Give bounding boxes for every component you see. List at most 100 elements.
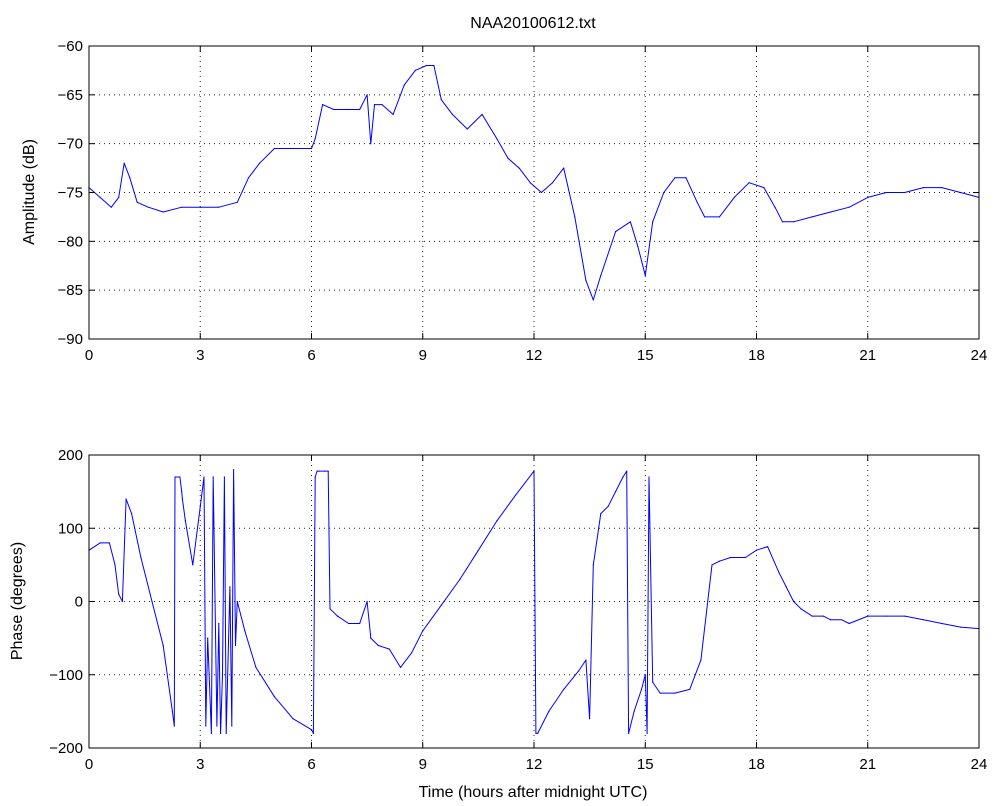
phase-x-tick-label: 12 [526, 756, 543, 773]
amplitude-data-point [218, 206, 220, 208]
phase-data-point [626, 470, 628, 472]
phase-y-tick-label: 200 [58, 447, 83, 464]
amplitude-data-point [848, 206, 850, 208]
phase-x-tick-label: 24 [971, 756, 988, 773]
phase-data-point [904, 615, 906, 617]
phase-data-point [848, 622, 850, 625]
amplitude-data-point [403, 84, 405, 86]
amplitude-data-point [481, 113, 483, 115]
phase-data-point [537, 732, 539, 735]
phase-data-point [314, 476, 316, 478]
phase-data-point [800, 608, 802, 610]
amplitude-y-tick-label: −70 [58, 136, 83, 153]
phase-data-point [744, 556, 747, 559]
phase-data-point [174, 476, 176, 478]
phase-data-point [181, 498, 183, 500]
phase-data-point [121, 600, 123, 603]
amplitude-data-point [652, 221, 654, 223]
amplitude-data-point [600, 274, 602, 277]
phase-x-tick-label: 18 [748, 756, 765, 773]
phase-data-point [422, 630, 424, 632]
phase-data-point [959, 626, 962, 628]
amplitude-data-point [830, 211, 832, 213]
amplitude-data-point [466, 128, 468, 130]
phase-data-point [171, 710, 173, 713]
amplitude-data-point [392, 113, 394, 115]
amplitude-data-point [529, 182, 531, 184]
phase-data-point [941, 622, 943, 625]
phase-data-point [318, 470, 320, 472]
time-x-axis-label: Time (hours after midnight UTC) [419, 784, 648, 801]
phase-data-point [646, 732, 648, 735]
amplitude-x-tick-label: 18 [748, 347, 765, 364]
amplitude-data-point [162, 211, 164, 213]
amplitude-x-tick-label: 24 [971, 347, 988, 364]
amplitude-data-point [781, 221, 784, 223]
phase-data-point [233, 469, 235, 471]
amplitude-x-tick-label: 0 [85, 347, 93, 364]
amplitude-data-point [292, 147, 294, 150]
amplitude-data-point [704, 216, 706, 218]
amplitude-data-point [941, 187, 943, 189]
phase-data-point [922, 619, 925, 621]
chart-title: NAA20100612.txt [470, 15, 596, 32]
phase-data-point [162, 644, 164, 647]
amplitude-data-point [904, 191, 906, 194]
phase-data-point [173, 725, 175, 727]
phase-data-point [885, 615, 887, 617]
phase-data-point [323, 470, 326, 472]
phase-data-point [229, 586, 231, 588]
phase-data-point [114, 564, 116, 566]
amplitude-data-point [885, 191, 887, 194]
amplitude-y-tick-label: −90 [58, 331, 83, 348]
amplitude-data-point [123, 162, 125, 164]
amplitude-data-point [867, 196, 869, 198]
amplitude-data-point [748, 182, 750, 184]
amplitude-data-point [959, 191, 962, 194]
phase-data-point [440, 604, 442, 606]
phase-data-point [388, 648, 390, 650]
phase-data-point [223, 476, 225, 478]
phase-data-point [366, 600, 368, 603]
phase-data-point [151, 600, 153, 603]
amplitude-data-point [774, 206, 776, 208]
amplitude-data-point [247, 177, 250, 179]
phase-data-point [99, 542, 101, 544]
amplitude-data-point [259, 162, 261, 164]
phase-data-point [577, 670, 580, 672]
phase-data-point [140, 556, 142, 559]
phase-y-tick-label: 100 [58, 520, 83, 537]
phase-data-point [778, 571, 780, 573]
phase-data-point [234, 644, 237, 647]
amplitude-data-point [310, 147, 313, 150]
amplitude-data-point [333, 108, 335, 111]
amplitude-data-point [370, 143, 372, 145]
amplitude-data-point [440, 99, 442, 101]
phase-data-point [459, 578, 461, 581]
phase-x-tick-label: 6 [307, 756, 315, 773]
phase-data-point [767, 546, 769, 548]
phase-data-point [348, 622, 350, 625]
phase-data-point [312, 732, 314, 735]
amplitude-x-tick-label: 21 [859, 347, 876, 364]
phase-data-point [184, 520, 186, 522]
amplitude-data-point [366, 94, 368, 96]
amplitude-data-point [147, 206, 149, 208]
amplitude-data-point [348, 108, 350, 111]
phase-data-point [199, 505, 201, 507]
phase-data-point [221, 674, 224, 676]
amplitude-data-point [551, 182, 554, 184]
amplitude-data-point [685, 177, 687, 179]
phase-data-point [615, 491, 617, 493]
amplitude-subplot: 0 3 6 9 12 15 18 21 24 −90 −85 −80 −75 −70 −65 −60 [58, 38, 988, 364]
phase-data-point [370, 637, 372, 639]
phase-data-point [755, 549, 758, 551]
amplitude-data-point [181, 206, 183, 208]
amplitude-y-tick-label: −65 [58, 87, 83, 104]
amplitude-data-point [110, 206, 112, 208]
phase-data-point [477, 549, 479, 551]
phase-data-point [640, 688, 643, 691]
phase-y-tick-label: 0 [75, 594, 83, 611]
phase-x-tick-label: 0 [85, 756, 93, 773]
phase-data-point [659, 692, 661, 694]
